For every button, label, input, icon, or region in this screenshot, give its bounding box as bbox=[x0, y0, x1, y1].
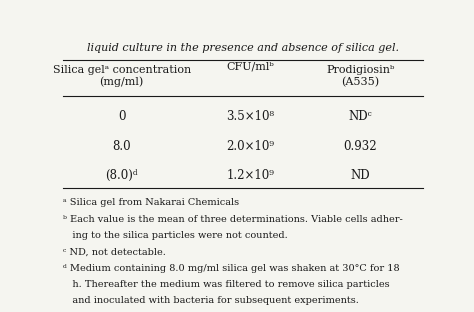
Text: ing to the silica particles were not counted.: ing to the silica particles were not cou… bbox=[63, 231, 288, 240]
Text: ᵇ Each value is the mean of three determinations. Viable cells adher-: ᵇ Each value is the mean of three determ… bbox=[63, 215, 403, 224]
Text: liquid culture in the presence and absence of silica gel.: liquid culture in the presence and absen… bbox=[87, 43, 399, 53]
Text: ND: ND bbox=[351, 169, 370, 182]
Text: 3.5×10⁸: 3.5×10⁸ bbox=[226, 110, 274, 123]
Text: h. Thereafter the medium was filtered to remove silica particles: h. Thereafter the medium was filtered to… bbox=[63, 280, 390, 289]
Text: Prodigiosinᵇ
(A535): Prodigiosinᵇ (A535) bbox=[326, 65, 395, 87]
Text: 8.0: 8.0 bbox=[112, 140, 131, 153]
Text: NDᶜ: NDᶜ bbox=[348, 110, 373, 123]
Text: 0.932: 0.932 bbox=[344, 140, 377, 153]
Text: (8.0)ᵈ: (8.0)ᵈ bbox=[105, 169, 138, 182]
Text: 2.0×10⁹: 2.0×10⁹ bbox=[226, 140, 274, 153]
Text: Silica gelᵃ concentration
(mg/ml): Silica gelᵃ concentration (mg/ml) bbox=[53, 65, 191, 87]
Text: 0: 0 bbox=[118, 110, 126, 123]
Text: ᵃ Silica gel from Nakarai Chemicals: ᵃ Silica gel from Nakarai Chemicals bbox=[63, 198, 239, 207]
Text: ᵈ Medium containing 8.0 mg/ml silica gel was shaken at 30°C for 18: ᵈ Medium containing 8.0 mg/ml silica gel… bbox=[63, 264, 400, 273]
Text: and inoculated with bacteria for subsequent experiments.: and inoculated with bacteria for subsequ… bbox=[63, 296, 359, 305]
Text: CFU/mlᵇ: CFU/mlᵇ bbox=[227, 61, 274, 71]
Text: 1.2×10⁹: 1.2×10⁹ bbox=[226, 169, 274, 182]
Text: ᶜ ND, not detectable.: ᶜ ND, not detectable. bbox=[63, 247, 166, 256]
